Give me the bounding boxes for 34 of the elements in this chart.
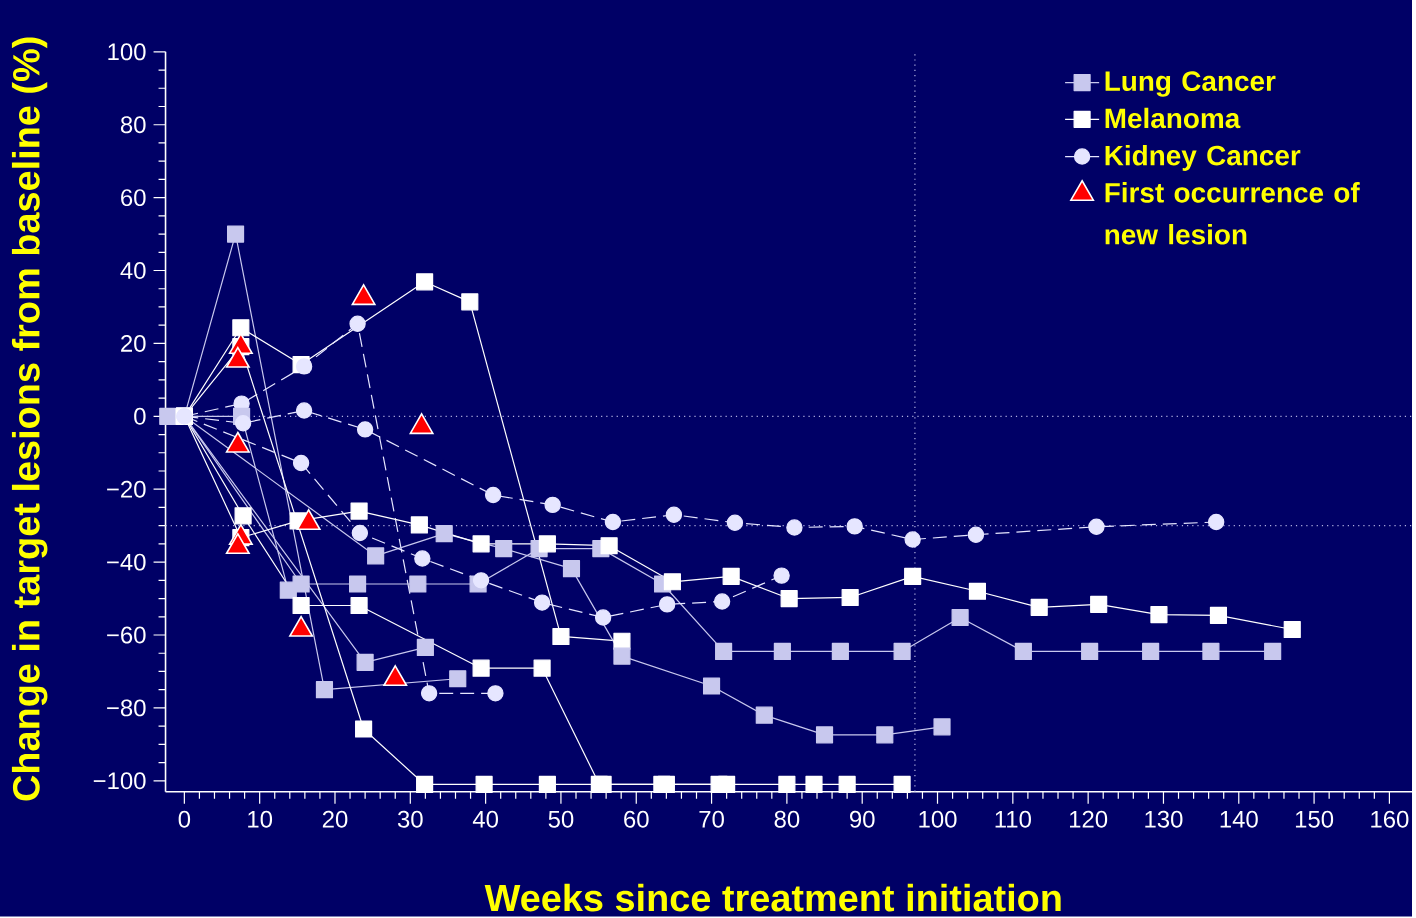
x-tick-label: 10 (248, 810, 273, 828)
legend-label: First occurrence of new lesion (1105, 182, 1360, 245)
x-tick-label: 50 (548, 810, 574, 828)
x-tick-label: 70 (699, 810, 724, 828)
x-axis-title: Weeks since treatment initiation (484, 883, 1061, 912)
x-tick-label: 120 (1069, 810, 1108, 828)
legend-label: Melanoma (1105, 107, 1241, 129)
y-tick-label: −80 (107, 699, 146, 717)
y-tick-label: −100 (93, 772, 146, 790)
y-tick-label: 100 (108, 43, 146, 61)
x-tick-label: 160 (1371, 810, 1409, 828)
y-tick-label: 0 (134, 407, 146, 425)
x-tick-label: 130 (1145, 810, 1183, 828)
x-tick-label: 20 (322, 810, 348, 828)
x-tick-label: 100 (919, 810, 957, 828)
x-tick-label: 0 (178, 810, 191, 828)
y-tick-label: 80 (120, 116, 146, 134)
x-tick-label: 80 (774, 810, 800, 828)
x-tick-label: 60 (624, 810, 649, 828)
y-tick-label: 20 (121, 334, 146, 352)
x-tick-label: 30 (397, 810, 423, 828)
x-tick-label: 90 (850, 810, 875, 828)
x-tick-label: 150 (1295, 810, 1334, 828)
y-axis-title: Change in target lesions from baseline (%) (11, 37, 48, 801)
y-tick-label: −60 (107, 626, 146, 644)
y-tick-label: −40 (107, 553, 146, 571)
x-tick-label: 40 (472, 810, 498, 828)
legend-label: Kidney Cancer (1105, 144, 1301, 171)
legend-label: Lung Cancer (1105, 71, 1276, 97)
y-tick-label: −20 (107, 480, 146, 498)
x-tick-label: 140 (1220, 810, 1258, 828)
x-tick-label: 110 (995, 810, 1031, 828)
y-tick-label: 40 (120, 262, 146, 279)
y-tick-label: 60 (121, 189, 146, 207)
